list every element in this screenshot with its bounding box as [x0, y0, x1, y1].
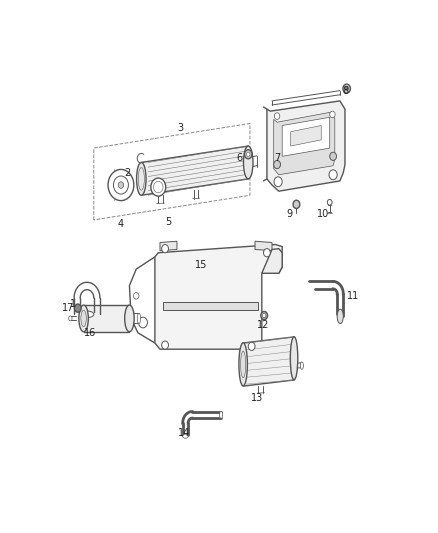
- Circle shape: [244, 150, 252, 159]
- Text: 5: 5: [165, 217, 172, 227]
- Bar: [84, 305, 130, 332]
- Circle shape: [345, 86, 348, 91]
- Circle shape: [262, 313, 266, 318]
- Text: 2: 2: [124, 168, 131, 177]
- Ellipse shape: [300, 362, 304, 369]
- Circle shape: [134, 293, 139, 299]
- Ellipse shape: [125, 305, 134, 332]
- Circle shape: [330, 152, 336, 160]
- Ellipse shape: [290, 337, 298, 380]
- Circle shape: [162, 245, 169, 253]
- Text: 3: 3: [177, 123, 184, 133]
- Polygon shape: [267, 101, 345, 191]
- Circle shape: [293, 200, 300, 208]
- Circle shape: [113, 176, 128, 194]
- Ellipse shape: [80, 311, 94, 318]
- Polygon shape: [141, 146, 248, 195]
- Circle shape: [162, 341, 169, 349]
- Circle shape: [108, 169, 134, 200]
- Ellipse shape: [219, 411, 223, 418]
- Text: 17: 17: [62, 303, 74, 313]
- Circle shape: [74, 304, 81, 312]
- Circle shape: [264, 248, 270, 257]
- Ellipse shape: [79, 305, 88, 332]
- Circle shape: [247, 152, 250, 156]
- Text: 14: 14: [178, 429, 190, 438]
- Text: 12: 12: [257, 320, 270, 329]
- Polygon shape: [243, 337, 294, 386]
- Text: 7: 7: [274, 154, 280, 163]
- Circle shape: [274, 177, 282, 187]
- Ellipse shape: [137, 313, 141, 324]
- Circle shape: [248, 342, 255, 350]
- Text: 16: 16: [84, 328, 96, 338]
- Circle shape: [330, 111, 335, 118]
- Circle shape: [154, 181, 163, 193]
- Text: 11: 11: [347, 291, 360, 301]
- Polygon shape: [262, 248, 282, 273]
- Text: 15: 15: [194, 260, 207, 270]
- Circle shape: [151, 178, 166, 196]
- Ellipse shape: [244, 146, 253, 179]
- Ellipse shape: [137, 163, 146, 195]
- Ellipse shape: [69, 316, 72, 321]
- Text: 10: 10: [317, 209, 329, 219]
- Polygon shape: [160, 241, 177, 251]
- Polygon shape: [291, 126, 321, 146]
- Text: 13: 13: [251, 393, 263, 403]
- Ellipse shape: [81, 310, 86, 327]
- Circle shape: [274, 160, 280, 168]
- Polygon shape: [274, 112, 335, 175]
- Ellipse shape: [183, 434, 188, 438]
- Circle shape: [118, 182, 124, 188]
- Polygon shape: [155, 245, 282, 349]
- Polygon shape: [282, 117, 330, 156]
- Circle shape: [261, 311, 268, 320]
- Polygon shape: [255, 241, 272, 251]
- Circle shape: [327, 199, 332, 205]
- Circle shape: [274, 113, 280, 119]
- Text: 8: 8: [342, 86, 348, 95]
- Polygon shape: [163, 302, 258, 310]
- Circle shape: [138, 317, 148, 328]
- Text: 9: 9: [286, 209, 292, 219]
- Text: 4: 4: [118, 219, 124, 229]
- Circle shape: [329, 170, 337, 180]
- Ellipse shape: [337, 309, 343, 324]
- Ellipse shape: [239, 343, 247, 386]
- Text: 6: 6: [237, 154, 243, 163]
- Text: 1: 1: [71, 299, 77, 309]
- Ellipse shape: [240, 351, 246, 378]
- Circle shape: [343, 84, 350, 93]
- Ellipse shape: [138, 167, 145, 190]
